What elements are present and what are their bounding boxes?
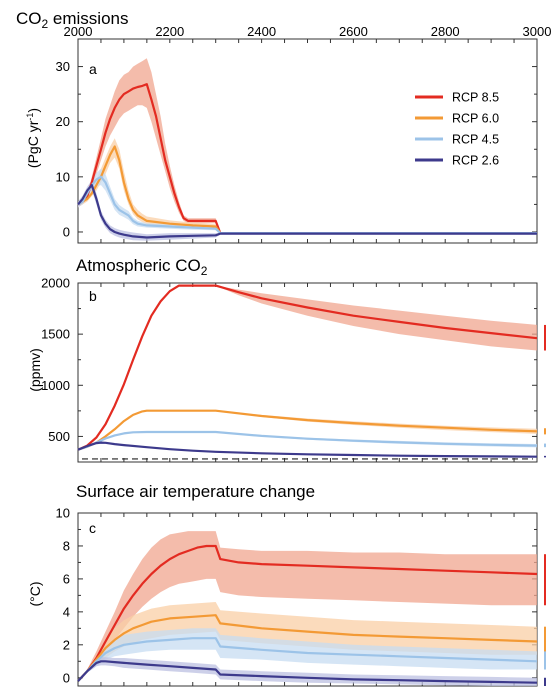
panel-c-letter: c: [89, 520, 96, 536]
uncertainty-band-rcp26: [78, 657, 537, 686]
series-line-rcp45: [77, 175, 537, 235]
x-tick-label: 2400: [247, 24, 276, 39]
y-tick-label: 6: [63, 571, 70, 586]
panel-a-letter: a: [89, 61, 97, 77]
uncertainty-band-rcp45: [78, 628, 537, 682]
panel-b-letter: b: [89, 288, 97, 304]
panel-a-title: CO2 emissions: [16, 9, 129, 31]
y-tick-label: 30: [56, 59, 70, 74]
panel-c-temperature: Surface air temperature change c (°C) 0 2…: [27, 482, 546, 687]
panel-a-emissions: CO2 emissions a (PgC yr-1) RCP 8.5 RCP 6.…: [16, 9, 552, 244]
y-tick-label: 10: [56, 506, 70, 521]
legend-label-rcp85: RCP 8.5: [452, 91, 499, 105]
legend: RCP 8.5 RCP 6.0 RCP 4.5 RCP 2.6: [415, 91, 499, 168]
y-tick-label: 1000: [41, 378, 70, 393]
uncertainty-band-rcp60: [78, 410, 537, 450]
legend-label-rcp45: RCP 4.5: [452, 133, 499, 147]
uncertainty-band-rcp85: [78, 531, 537, 682]
series-line-rcp60: [77, 614, 538, 682]
legend-label-rcp60: RCP 6.0: [452, 112, 499, 126]
y-tick-label: 500: [48, 429, 70, 444]
x-tick-label: 2800: [431, 24, 460, 39]
uncertainty-band-rcp85: [78, 58, 537, 235]
y-tick-label: 2000: [41, 276, 70, 291]
series-line-rcp26: [77, 660, 538, 684]
x-tick-label: 2600: [339, 24, 368, 39]
panel-b-atmospheric-co2: Atmospheric CO2 b (ppmv) 500 1000 1500 2000: [27, 256, 546, 463]
y-tick-label: 20: [56, 114, 70, 129]
y-tick-label: 10: [56, 169, 70, 184]
panel-b-title: Atmospheric CO2: [76, 256, 208, 278]
uncertainty-band-rcp26: [78, 180, 537, 241]
series-line-rcp60: [77, 409, 538, 451]
y-tick-label: 0: [63, 670, 70, 685]
panel-b-ylabel: (ppmv): [27, 348, 43, 392]
x-tick-label: 2000: [64, 24, 93, 39]
y-tick-label: 2: [63, 637, 70, 652]
series-line-rcp85: [77, 544, 538, 682]
uncertainty-band-rcp85: [78, 285, 537, 450]
panel-a-ylabel: (PgC yr-1): [25, 108, 41, 168]
y-tick-label: 4: [63, 604, 70, 619]
panel-c-title: Surface air temperature change: [76, 482, 315, 501]
panel-c-ylabel: (°C): [27, 581, 43, 606]
series-line-rcp85: [77, 83, 537, 235]
y-tick-label: 8: [63, 538, 70, 553]
series-line-rcp45: [77, 430, 538, 451]
series-line-rcp85: [77, 284, 538, 451]
series-line-rcp26: [77, 184, 537, 239]
y-tick-label: 1500: [41, 327, 70, 342]
legend-label-rcp26: RCP 2.6: [452, 154, 499, 168]
series-line-rcp45: [77, 637, 538, 682]
x-tick-label: 2200: [155, 24, 184, 39]
x-tick-label: 3000: [523, 24, 552, 39]
series-line-rcp26: [77, 441, 538, 458]
y-tick-label: 0: [63, 224, 70, 239]
